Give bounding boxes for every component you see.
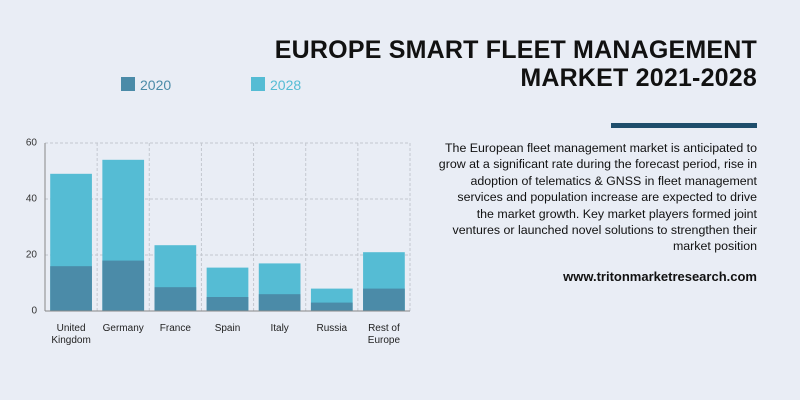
y-tick-label: 40 — [26, 194, 38, 205]
legend-label: 2020 — [140, 77, 172, 93]
website: www.tritonmarketresearch.com — [563, 269, 757, 284]
bar — [310, 302, 353, 311]
x-tick-label: Rest of Europe — [367, 323, 401, 346]
legend-swatch — [121, 77, 135, 91]
bar — [363, 288, 405, 311]
x-tick-label: Germany — [102, 323, 144, 334]
y-tick-label: 20 — [26, 250, 38, 261]
x-tick-label: Spain — [214, 323, 241, 334]
bar — [258, 294, 301, 311]
bar — [154, 287, 197, 311]
x-tick-label: Italy — [270, 323, 289, 334]
divider — [611, 123, 757, 128]
x-tick-label: United Kingdom — [51, 323, 91, 346]
title: EUROPE SMART FLEET MANAGEMENT MARKET 202… — [275, 36, 757, 92]
title-line: EUROPE SMART FLEET MANAGEMENT — [274, 36, 757, 64]
x-tick-label: Russia — [316, 323, 348, 334]
description: The European fleet management market is … — [438, 141, 757, 254]
legend-swatch — [251, 77, 265, 91]
y-tick-label: 0 — [31, 306, 37, 317]
bar — [206, 297, 249, 311]
y-tick-label: 60 — [26, 138, 38, 149]
legend-label: 2028 — [270, 77, 302, 93]
title-line: MARKET 2021-2028 — [520, 64, 757, 92]
x-tick-label: France — [159, 323, 191, 334]
bar — [50, 266, 92, 311]
bar — [102, 260, 145, 311]
